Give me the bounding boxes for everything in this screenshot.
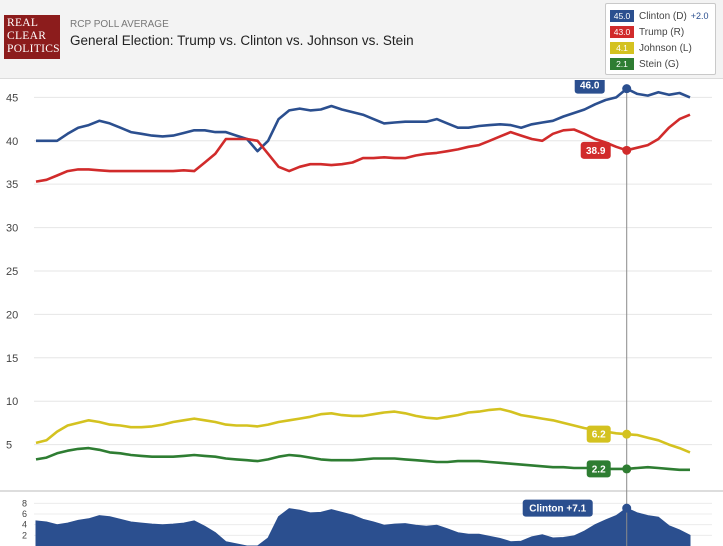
y-tick-label: 30 bbox=[6, 223, 18, 235]
legend-value: 4.1 bbox=[610, 42, 634, 54]
legend-label: Clinton (D) bbox=[639, 10, 687, 22]
y-tick-label: 35 bbox=[6, 179, 18, 191]
spread-label-bubble bbox=[522, 499, 593, 517]
logo-line: POLITICS bbox=[7, 43, 60, 55]
hover-marker-clinton-d bbox=[622, 84, 632, 94]
hover-value-bubble-johnson-l bbox=[586, 425, 611, 443]
y-tick-label: 40 bbox=[6, 136, 18, 148]
spread-area bbox=[35, 507, 691, 546]
spread-tick-label: 6 bbox=[22, 509, 27, 519]
hover-value-clinton-d: 46.0 bbox=[580, 81, 600, 92]
series-line-stein-g bbox=[35, 446, 690, 472]
hover-marker-johnson-l bbox=[622, 429, 632, 439]
chart-title: General Election: Trump vs. Clinton vs. … bbox=[70, 33, 414, 48]
hover-value-johnson-l: 6.2 bbox=[592, 430, 606, 441]
spread-hover-marker bbox=[622, 503, 632, 513]
spread-tick-label: 8 bbox=[22, 498, 27, 508]
legend: 45.0 Clinton (D) +2.0 43.0 Trump (R) 4.1… bbox=[605, 3, 716, 75]
spread-tick-label: 2 bbox=[22, 530, 27, 540]
logo-line: REAL bbox=[7, 17, 39, 29]
hover-marker-stein-g bbox=[622, 464, 632, 474]
chart-area[interactable]: 5 10 15 20 25 30 35 40 45 2 4 6 8 46.0 38.9 6.2 2.2 Clint… bbox=[0, 80, 723, 546]
hover-value-stein-g: 2.2 bbox=[592, 464, 606, 475]
series-line-clinton-d bbox=[36, 87, 691, 153]
logo-line: CLEAR bbox=[7, 30, 47, 42]
series-line-johnson-l bbox=[35, 407, 691, 454]
y-tick-label: 10 bbox=[6, 396, 18, 408]
legend-item-johnson[interactable]: 4.1 Johnson (L) bbox=[610, 41, 692, 55]
hover-value-bubble-trump-r bbox=[580, 141, 611, 159]
spread-label: Clinton +7.1 bbox=[529, 504, 586, 515]
legend-item-trump[interactable]: 43.0 Trump (R) bbox=[610, 25, 684, 39]
y-tick-label: 5 bbox=[6, 440, 12, 452]
hover-value-bubble-clinton-d bbox=[574, 80, 605, 94]
legend-item-clinton[interactable]: 45.0 Clinton (D) +2.0 bbox=[610, 9, 709, 23]
legend-item-stein[interactable]: 2.1 Stein (G) bbox=[610, 57, 679, 71]
hover-marker-trump-r bbox=[622, 145, 632, 155]
legend-change: +2.0 bbox=[690, 11, 709, 21]
rcp-logo[interactable]: REAL CLEAR POLITICS bbox=[4, 15, 60, 59]
spread-tick-label: 4 bbox=[22, 520, 27, 530]
y-tick-label: 25 bbox=[6, 266, 18, 278]
y-tick-label: 20 bbox=[6, 309, 18, 321]
legend-label: Johnson (L) bbox=[639, 42, 692, 54]
y-tick-label: 45 bbox=[6, 92, 18, 104]
hover-value-bubble-stein-g bbox=[586, 460, 611, 478]
legend-value: 2.1 bbox=[610, 58, 634, 70]
legend-label: Trump (R) bbox=[639, 26, 685, 38]
series-line-trump-r bbox=[35, 113, 691, 183]
legend-value: 45.0 bbox=[610, 10, 634, 22]
legend-label: Stein (G) bbox=[639, 58, 680, 70]
legend-value: 43.0 bbox=[610, 26, 634, 38]
hover-value-trump-r: 38.9 bbox=[586, 146, 606, 157]
chart-header: REAL CLEAR POLITICS RCP POLL AVERAGE Gen… bbox=[0, 0, 723, 79]
y-tick-label: 15 bbox=[6, 353, 18, 365]
chart-kicker: RCP POLL AVERAGE bbox=[70, 19, 169, 30]
